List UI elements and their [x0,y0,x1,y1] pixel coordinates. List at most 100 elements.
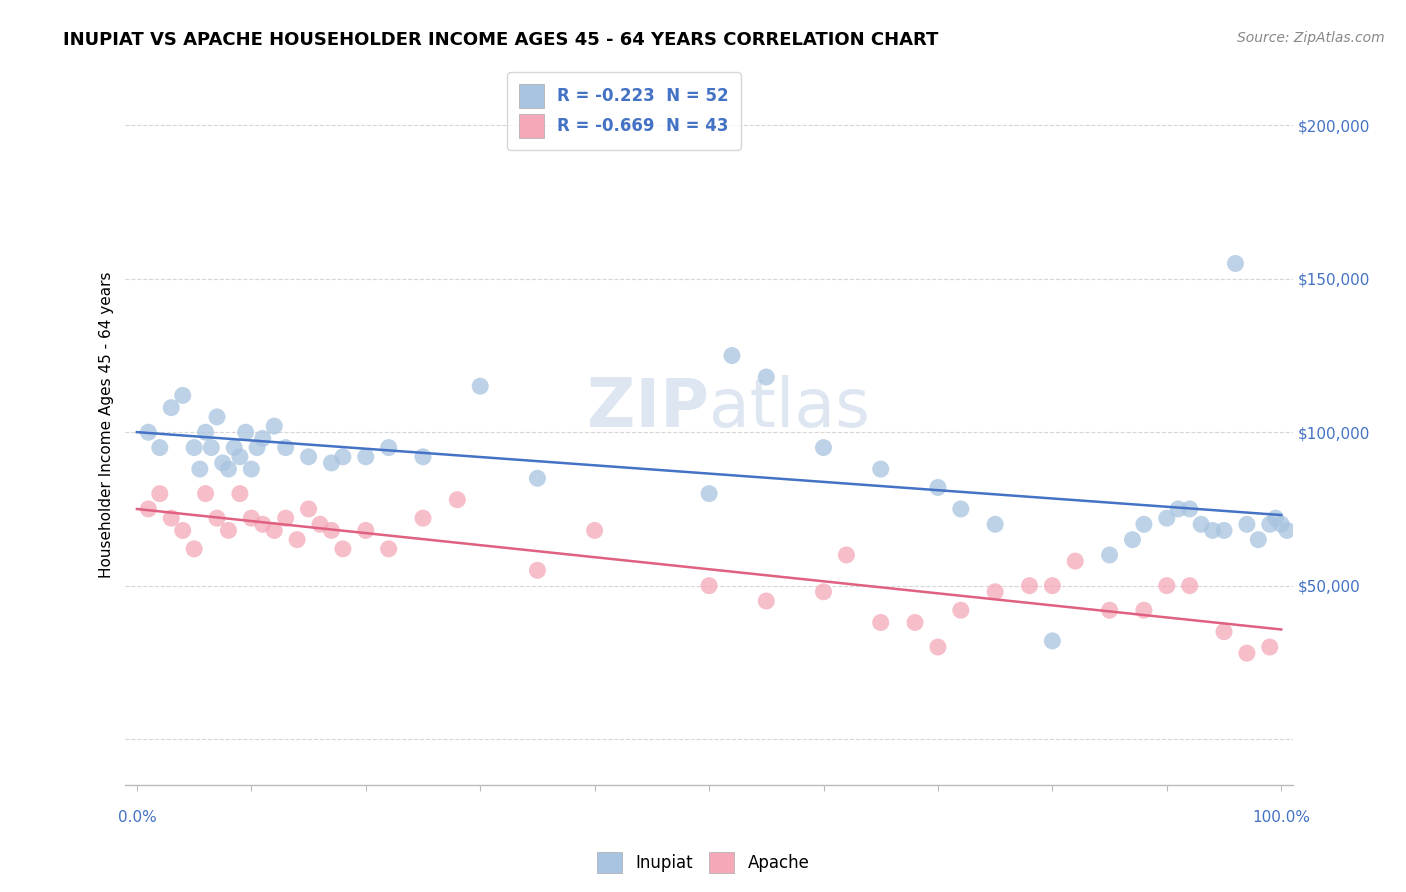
Point [138,502,160,516]
Point [1189,517,1212,532]
Point [194,425,217,440]
Point [211,456,233,470]
Point [1133,517,1156,532]
Point [1258,517,1281,532]
Point [200,441,222,455]
Point [813,584,835,599]
Point [149,486,172,500]
Point [721,349,744,363]
Point [297,502,319,516]
Point [927,640,949,654]
Point [470,379,492,393]
Point [252,431,274,445]
Point [229,450,252,464]
Point [183,441,205,455]
Point [172,524,194,538]
Text: Source: ZipAtlas.com: Source: ZipAtlas.com [1237,31,1385,45]
Point [1201,524,1223,538]
Point [1098,603,1121,617]
Text: atlas: atlas [709,375,870,441]
Point [446,492,468,507]
Y-axis label: Householder Income Ages 45 - 64 years: Householder Income Ages 45 - 64 years [100,271,114,578]
Point [1133,603,1156,617]
Point [1236,646,1258,660]
Point [138,425,160,440]
Point [332,450,354,464]
Point [984,584,1007,599]
Point [1264,511,1286,525]
Point [813,441,835,455]
Point [229,486,252,500]
Point [755,370,778,384]
Point [217,524,239,538]
Text: 100.0%: 100.0% [1253,810,1310,824]
Point [1156,511,1178,525]
Point [1178,579,1201,593]
Point [1167,502,1189,516]
Point [904,615,927,630]
Text: INUPIAT VS APACHE HOUSEHOLDER INCOME AGES 45 - 64 YEARS CORRELATION CHART: INUPIAT VS APACHE HOUSEHOLDER INCOME AGE… [63,31,939,49]
Point [697,486,720,500]
Point [160,511,183,525]
Point [149,441,172,455]
Point [321,524,343,538]
Legend: R = -0.223  N = 52, R = -0.669  N = 43: R = -0.223 N = 52, R = -0.669 N = 43 [508,72,741,150]
Point [1225,256,1247,270]
Point [1236,517,1258,532]
Point [1018,579,1040,593]
Point [160,401,183,415]
Point [172,388,194,402]
Point [1156,579,1178,593]
Point [377,441,399,455]
Point [984,517,1007,532]
Point [285,533,308,547]
Point [1213,624,1236,639]
Point [835,548,858,562]
Point [205,511,228,525]
Point [321,456,343,470]
Point [354,524,377,538]
Point [526,471,548,485]
Point [194,486,217,500]
Point [263,419,285,434]
Point [332,541,354,556]
Text: ZIP: ZIP [588,375,709,441]
Point [1121,533,1143,547]
Point [1247,533,1270,547]
Point [309,517,332,532]
Point [1270,517,1292,532]
Point [1040,579,1063,593]
Point [755,594,778,608]
Point [869,462,891,476]
Point [927,481,949,495]
Point [412,450,434,464]
Point [1213,524,1236,538]
Point [188,462,211,476]
Point [246,441,269,455]
Legend: Inupiat, Apache: Inupiat, Apache [591,846,815,880]
Point [235,425,257,440]
Point [354,450,377,464]
Point [274,441,297,455]
Point [583,524,606,538]
Point [217,462,239,476]
Point [1064,554,1087,568]
Point [1258,640,1281,654]
Point [205,409,228,424]
Text: 0.0%: 0.0% [118,810,156,824]
Point [183,541,205,556]
Point [949,603,972,617]
Point [412,511,434,525]
Point [526,563,548,577]
Point [1178,502,1201,516]
Point [240,462,263,476]
Point [240,511,263,525]
Point [263,524,285,538]
Point [377,541,399,556]
Point [1040,633,1063,648]
Point [1098,548,1121,562]
Point [949,502,972,516]
Point [252,517,274,532]
Point [297,450,319,464]
Point [224,441,246,455]
